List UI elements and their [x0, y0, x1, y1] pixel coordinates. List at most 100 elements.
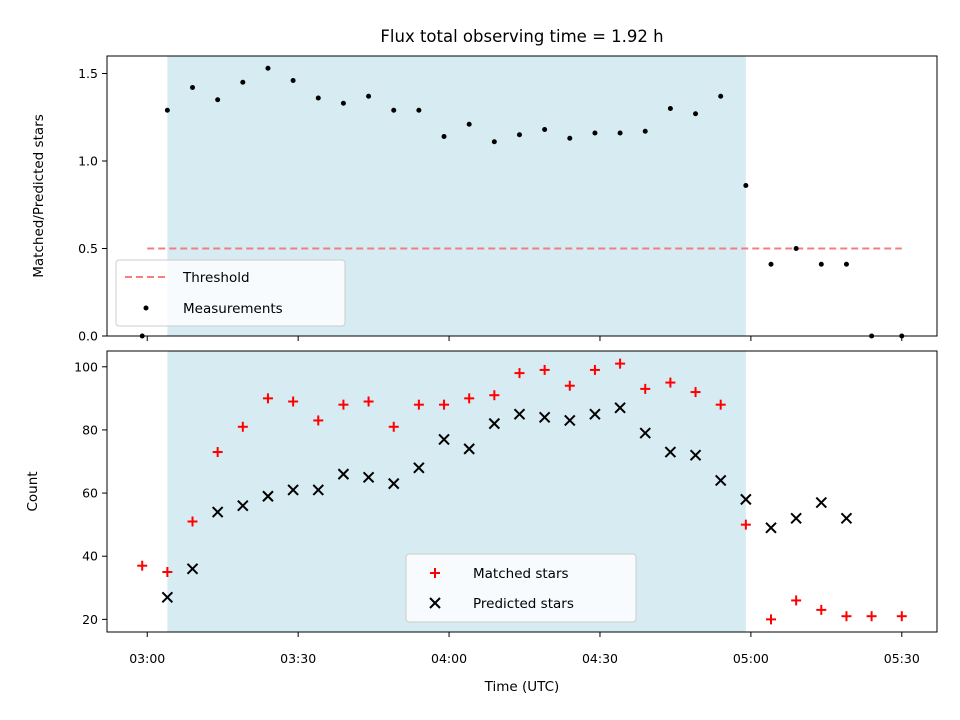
matched-star-point — [363, 396, 374, 407]
predicted-star-point — [564, 414, 576, 427]
top-subplot: 0.0 0.5 1.0 1.5 Flux total observing time =… — [31, 27, 938, 344]
measurement-point — [240, 79, 246, 85]
measurement-point — [592, 130, 598, 136]
measurement-point — [190, 85, 196, 90]
predicted-star-point — [337, 468, 350, 480]
matched-star-point — [464, 393, 475, 404]
measurement-point — [491, 139, 497, 145]
predicted-star-point — [639, 427, 651, 439]
matched-star-point — [489, 390, 500, 401]
bottom-legend: Matched stars Predicted stars — [405, 553, 637, 623]
matched-star-point — [514, 368, 525, 379]
legend-measurements-label: Measurements — [183, 301, 283, 317]
legend-matched-marker — [430, 568, 440, 578]
matched-star-point — [564, 380, 575, 391]
measurement-point — [567, 135, 573, 141]
measurement-point — [366, 93, 372, 99]
matched-star-point — [162, 567, 173, 578]
matched-star-point — [690, 387, 701, 398]
bottom-y-ticks: 20 40 60 80 100 — [74, 359, 107, 627]
matched-star-point — [237, 421, 248, 432]
predicted-star-point — [765, 522, 777, 534]
matched-star-point — [715, 399, 726, 410]
matched-star-point — [288, 396, 299, 407]
predicted-star-point — [413, 462, 425, 474]
measurements-series — [139, 65, 905, 339]
measurement-point — [466, 121, 472, 127]
bottom-y-tick-label: 40 — [82, 549, 98, 564]
measurement-point — [290, 78, 296, 83]
predicted-star-point — [714, 474, 727, 487]
bottom-y-tick-label: 100 — [74, 359, 98, 374]
x-tick-label: 04:00 — [431, 651, 467, 666]
predicted-star-point — [589, 408, 601, 420]
measurement-point — [542, 127, 548, 132]
matched-star-point — [187, 516, 198, 527]
bottom-y-axis-label: Count — [25, 471, 41, 511]
predicted-star-point — [362, 471, 375, 483]
x-tick-label: 04:30 — [582, 651, 618, 666]
measurement-point — [516, 132, 522, 138]
measurement-point — [793, 246, 799, 251]
top-y-axis-label: Matched/Predicted stars — [31, 114, 47, 277]
predicted-star-point — [438, 433, 450, 446]
measurement-point — [164, 107, 170, 113]
x-tick-label: 05:00 — [733, 651, 769, 666]
top-y-tick-label: 1.0 — [78, 154, 98, 169]
predicted-star-point — [186, 563, 199, 575]
top-y-ticks: 0.0 0.5 1.0 1.5 — [78, 66, 107, 344]
predicted-star-point — [538, 411, 551, 424]
legend-predicted-marker — [429, 597, 441, 609]
predicted-star-point — [237, 500, 249, 512]
predicted-star-point — [790, 512, 802, 525]
x-tick-label: 05:30 — [884, 651, 920, 666]
measurement-point — [768, 261, 774, 267]
legend-predicted-label: Predicted stars — [473, 596, 574, 612]
x-axis-label: Time (UTC) — [484, 679, 560, 695]
predicted-star-point — [614, 402, 626, 414]
predicted-star-point — [488, 417, 501, 430]
predicted-star-point — [513, 408, 526, 420]
bottom-y-tick-label: 60 — [82, 486, 98, 501]
matched-star-point — [338, 399, 349, 410]
predicted-star-point — [815, 496, 828, 509]
top-axes-frame — [106, 55, 938, 337]
measurement-point — [642, 128, 648, 134]
measurement-point — [667, 106, 673, 111]
predicted-star-point — [161, 591, 174, 603]
measurement-point — [416, 107, 422, 113]
predicted-stars-series — [161, 402, 853, 603]
matched-star-point — [841, 611, 852, 622]
predicted-star-point — [664, 446, 677, 458]
matched-star-point — [740, 519, 751, 530]
measurement-point — [743, 183, 749, 188]
predicted-star-point — [211, 506, 224, 518]
legend-matched-label: Matched stars — [473, 566, 569, 582]
matched-stars-series — [137, 358, 907, 625]
measurement-point — [843, 261, 849, 267]
measurement-point — [215, 97, 221, 103]
predicted-star-point — [463, 443, 475, 455]
legend-plus-marker — [430, 568, 440, 578]
matched-star-point — [640, 383, 651, 394]
predicted-star-point — [312, 484, 324, 496]
matched-star-point — [589, 364, 600, 375]
measurement-point — [693, 111, 699, 117]
matched-star-point — [439, 399, 450, 410]
matched-star-point — [791, 595, 802, 606]
x-tick-label: 03:30 — [280, 651, 316, 666]
bottom-legend-box — [405, 553, 637, 623]
matched-star-point — [539, 364, 550, 375]
measurement-point — [617, 130, 623, 136]
predicted-star-point — [740, 493, 752, 506]
x-tick-label: 03:00 — [129, 651, 165, 666]
matched-star-point — [896, 611, 907, 622]
legend-x-marker — [429, 597, 441, 609]
predicted-star-point — [262, 490, 274, 502]
matched-star-point — [313, 415, 324, 426]
matched-star-point — [212, 447, 223, 458]
predicted-star-point — [689, 449, 702, 461]
matched-star-point — [388, 421, 399, 432]
top-y-tick-label: 0.0 — [78, 329, 98, 344]
